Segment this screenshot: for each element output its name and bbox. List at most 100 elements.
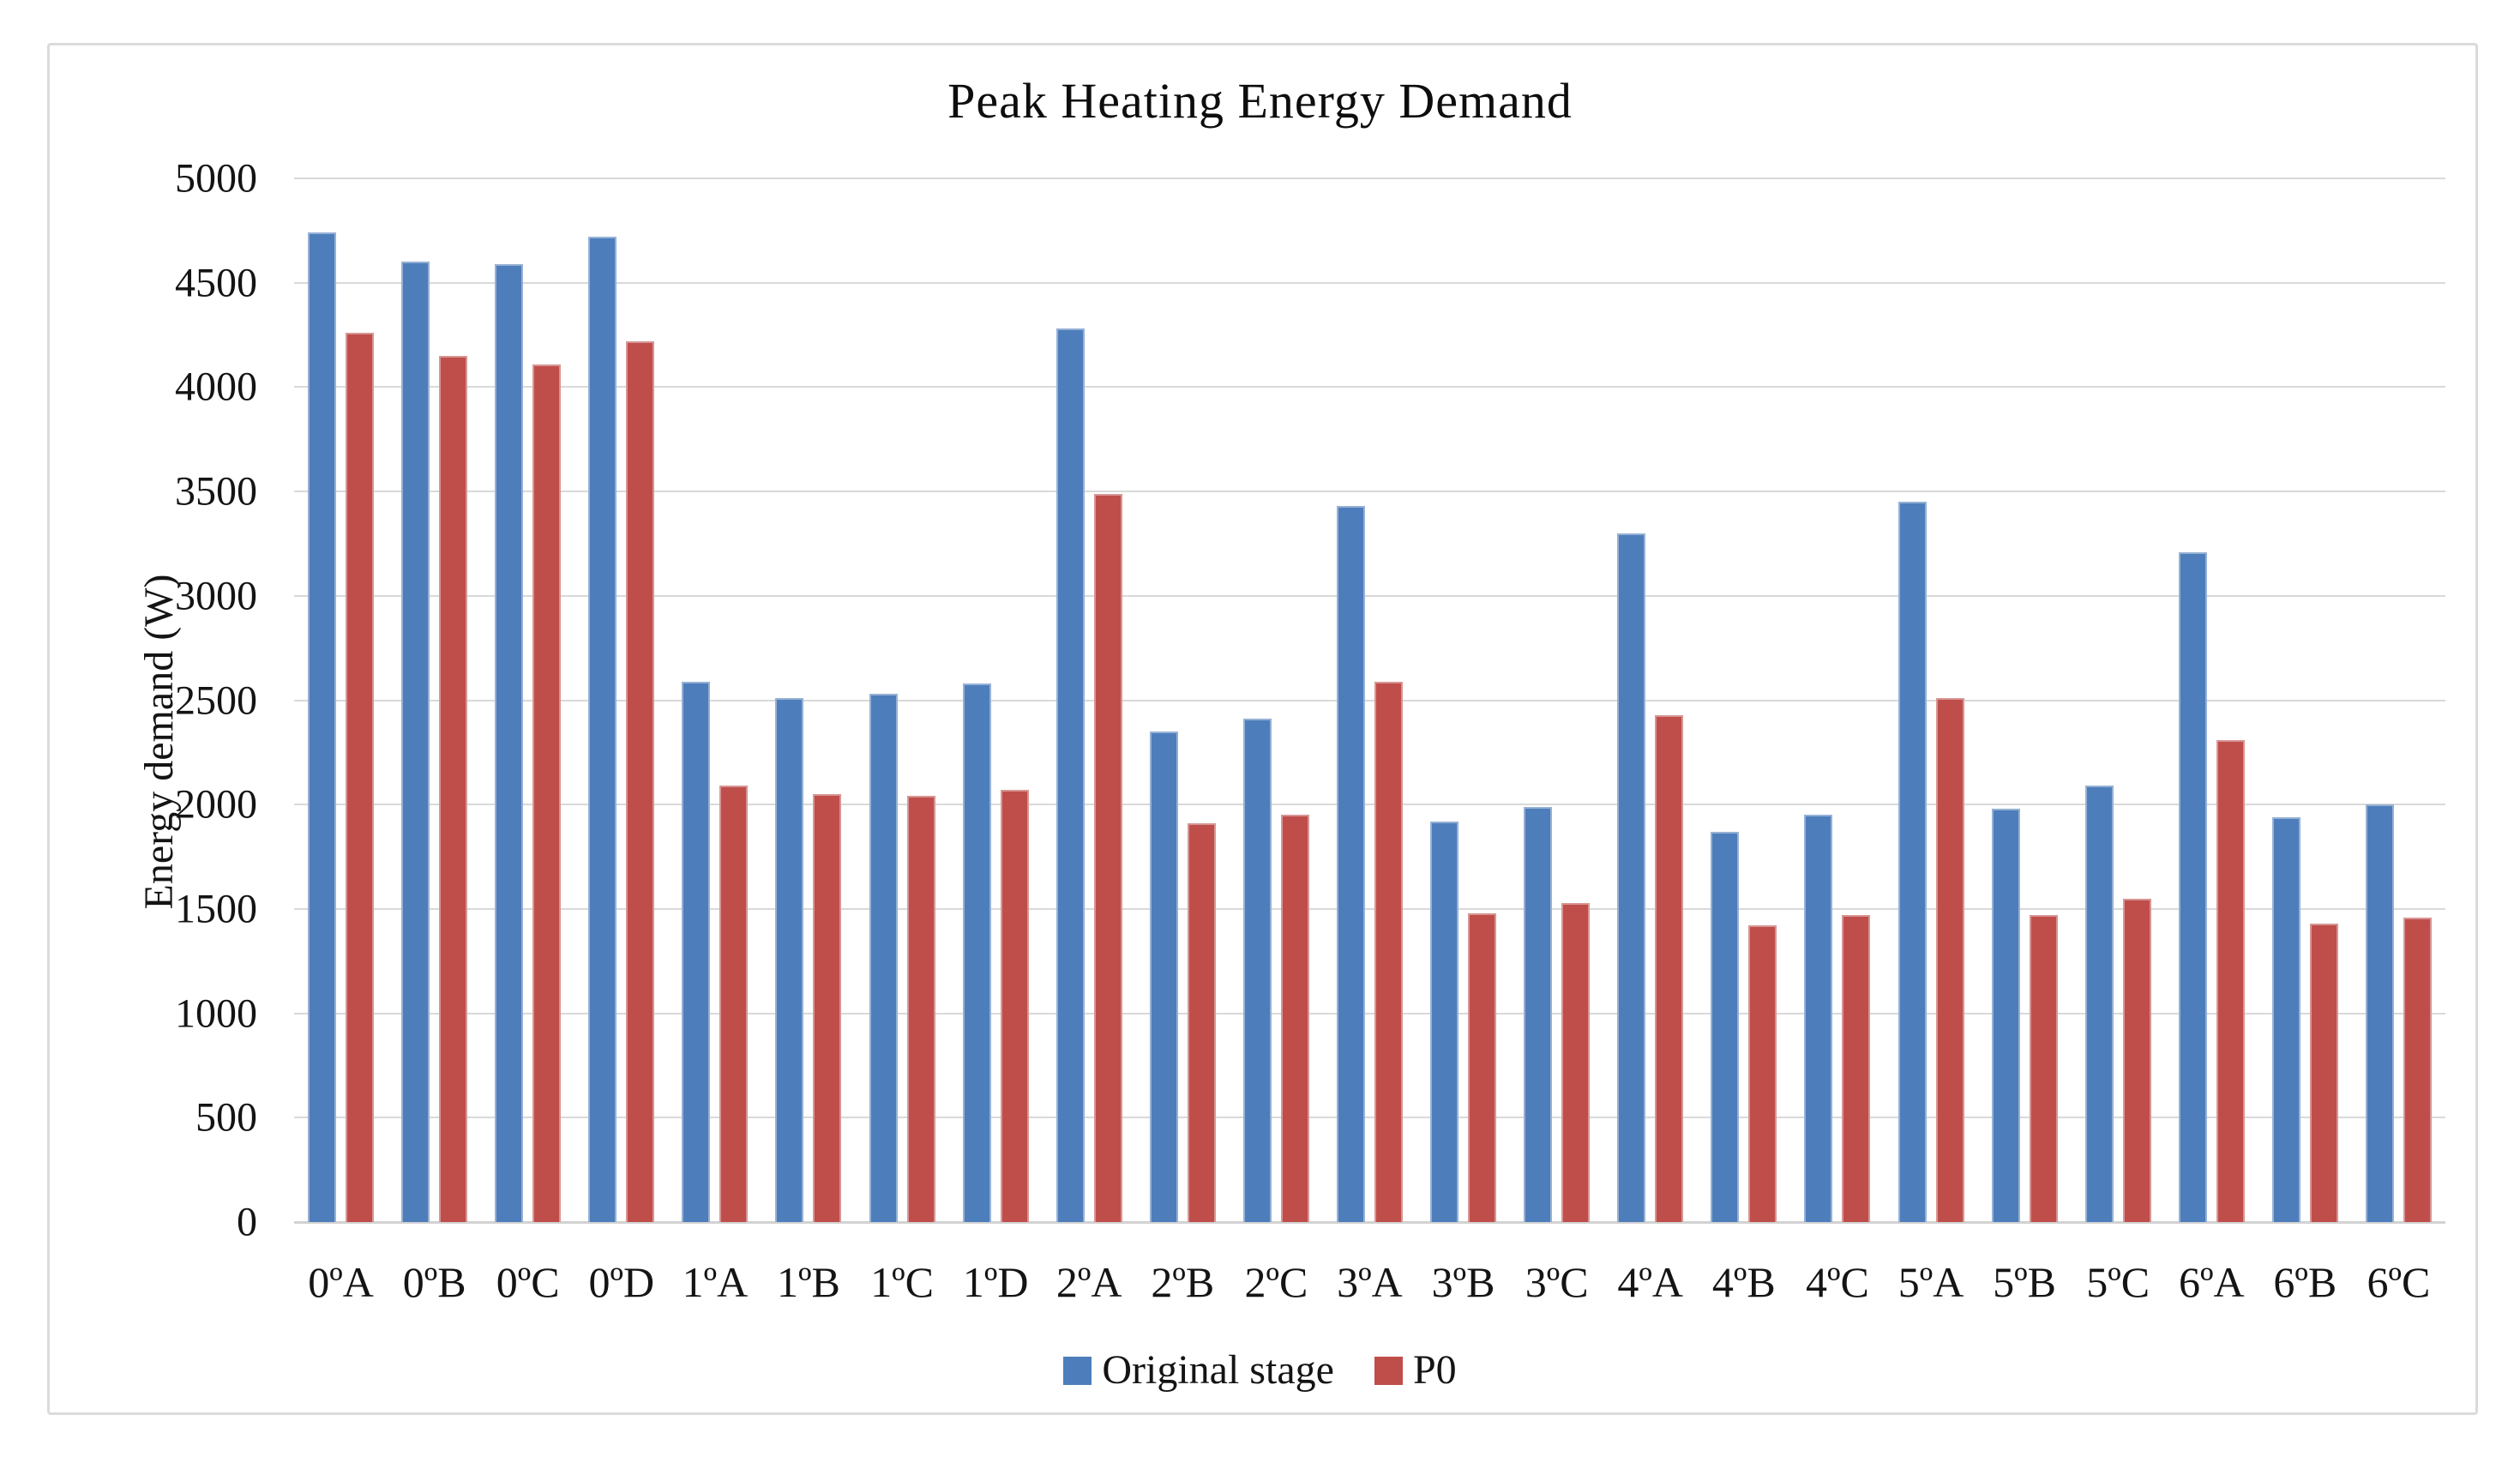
x-tick-label: 1ºC: [870, 1258, 934, 1306]
bar-original-stage: [1337, 506, 1365, 1222]
bar-original-stage: [962, 683, 991, 1222]
x-tick-label: 3ºA: [1337, 1258, 1403, 1306]
gridline: [294, 907, 2445, 910]
y-tick-label: 500: [195, 1094, 257, 1141]
x-tick-label: 3ºB: [1431, 1258, 1495, 1306]
bar-p0: [1748, 925, 1777, 1222]
bar-p0: [346, 333, 375, 1222]
bar-p0: [1561, 902, 1591, 1222]
bar-original-stage: [588, 237, 617, 1222]
x-tick-label: 0ºB: [402, 1258, 466, 1306]
x-axis-baseline: [294, 1221, 2445, 1224]
bar-p0: [1280, 815, 1309, 1222]
x-tick-label: 2ºC: [1244, 1258, 1308, 1306]
x-tick-label: 6ºA: [2178, 1258, 2245, 1306]
bar-p0: [906, 796, 935, 1222]
gridline: [294, 1117, 2445, 1119]
bar-p0: [2403, 917, 2432, 1222]
bar-original-stage: [2365, 804, 2394, 1222]
x-tick-label: 0ºC: [496, 1258, 560, 1306]
y-tick-label: 1500: [175, 886, 257, 932]
y-tick-label: 5000: [175, 155, 257, 202]
legend: Original stage P0: [0, 1343, 2520, 1398]
gridline: [294, 804, 2445, 806]
x-tick-label: 4ºC: [1806, 1258, 1869, 1306]
x-tick-label: 1ºA: [682, 1258, 749, 1306]
y-tick-label: 2000: [175, 781, 257, 828]
bar-p0: [1935, 698, 1964, 1222]
y-tick-label: 2500: [175, 677, 257, 723]
y-tick-label: 4500: [175, 260, 257, 306]
bar-original-stage: [682, 681, 711, 1222]
x-tick-label: 2ºA: [1056, 1258, 1122, 1306]
bar-original-stage: [308, 232, 337, 1222]
bar-original-stage: [775, 698, 804, 1222]
x-tick-label: 4ºB: [1711, 1258, 1776, 1306]
bar-original-stage: [2084, 786, 2114, 1222]
x-tick-label: 5ºA: [1898, 1258, 1964, 1306]
bar-p0: [1655, 714, 1684, 1222]
chart-title: Peak Heating Energy Demand: [947, 73, 1573, 129]
bar-p0: [626, 340, 655, 1222]
bar-p0: [439, 355, 468, 1222]
gridline: [294, 386, 2445, 388]
x-tick-label: 6ºB: [2273, 1258, 2337, 1306]
bar-p0: [532, 364, 562, 1222]
gridline: [294, 491, 2445, 493]
gridline: [294, 1012, 2445, 1014]
y-tick-label: 4000: [175, 364, 257, 410]
legend-item-original-stage: Original stage: [1063, 1345, 1334, 1396]
bar-original-stage: [869, 694, 898, 1222]
bar-p0: [2122, 898, 2151, 1222]
bar-p0: [1374, 681, 1403, 1222]
y-tick-label: 1000: [175, 990, 257, 1037]
gridline: [294, 281, 2445, 284]
bar-p0: [1842, 915, 1871, 1222]
gridline: [294, 178, 2445, 179]
bar-original-stage: [1711, 831, 1740, 1222]
bar-p0: [813, 794, 842, 1222]
bar-p0: [2216, 739, 2245, 1222]
bar-original-stage: [1617, 533, 1646, 1222]
x-tick-label: 6ºC: [2367, 1258, 2431, 1306]
bar-original-stage: [1430, 821, 1459, 1222]
bar-original-stage: [1149, 732, 1178, 1222]
bar-original-stage: [2271, 816, 2300, 1222]
x-tick-label: 0ºD: [588, 1258, 655, 1306]
y-tick-label: 3500: [175, 468, 257, 515]
bar-original-stage: [2178, 551, 2207, 1222]
y-tick-label: 0: [237, 1199, 257, 1245]
legend-swatch-p0-icon: [1374, 1356, 1403, 1385]
x-tick-label: 0ºA: [308, 1258, 374, 1306]
x-tick-label: 2ºB: [1151, 1258, 1215, 1306]
bar-p0: [719, 786, 749, 1222]
bar-original-stage: [1242, 719, 1272, 1222]
legend-item-p0: P0: [1374, 1345, 1457, 1396]
bar-original-stage: [1524, 806, 1553, 1222]
bar-p0: [2029, 915, 2058, 1222]
gridline: [294, 594, 2445, 597]
bar-p0: [1093, 493, 1122, 1222]
bar-original-stage: [1804, 815, 1833, 1222]
legend-label-original-stage: Original stage: [1102, 1347, 1334, 1393]
x-tick-label: 1ºB: [777, 1258, 840, 1306]
gridline: [294, 699, 2445, 701]
bar-original-stage: [1898, 502, 1927, 1222]
bar-p0: [1468, 912, 1497, 1222]
x-tick-label: 5ºB: [1993, 1258, 2057, 1306]
x-tick-label: 1ºD: [962, 1258, 1029, 1306]
bar-p0: [2309, 923, 2338, 1222]
x-tick-label: 5ºC: [2086, 1258, 2150, 1306]
legend-label-p0: P0: [1412, 1347, 1457, 1393]
bar-original-stage: [401, 262, 430, 1222]
bar-original-stage: [1991, 809, 2020, 1222]
bar-p0: [1187, 823, 1216, 1222]
legend-swatch-original-stage-icon: [1063, 1356, 1092, 1385]
bar-original-stage: [495, 263, 524, 1222]
x-tick-label: 4ºA: [1617, 1258, 1684, 1306]
x-tick-label: 3ºC: [1525, 1258, 1589, 1306]
bar-original-stage: [1056, 328, 1085, 1222]
y-tick-label: 3000: [175, 573, 257, 619]
bar-p0: [1000, 790, 1029, 1222]
